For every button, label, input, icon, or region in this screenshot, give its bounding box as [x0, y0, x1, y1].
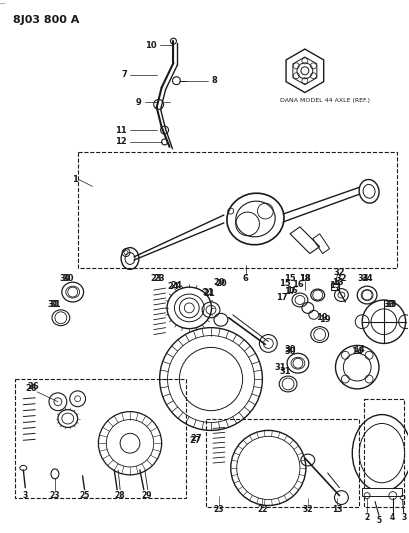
- Text: 20: 20: [213, 278, 225, 287]
- Text: 4: 4: [390, 513, 396, 522]
- Text: 26: 26: [27, 382, 39, 391]
- Text: 23: 23: [49, 491, 60, 500]
- Text: 30: 30: [62, 274, 74, 282]
- Text: 24: 24: [171, 281, 182, 289]
- Text: 10: 10: [145, 41, 157, 50]
- Text: 6: 6: [243, 274, 249, 282]
- Text: 25: 25: [79, 491, 90, 500]
- Text: 26: 26: [25, 384, 37, 393]
- Text: 23: 23: [151, 274, 162, 282]
- Text: 18: 18: [299, 274, 311, 282]
- Text: 23: 23: [213, 505, 224, 514]
- Text: 14: 14: [353, 345, 365, 354]
- Text: 8: 8: [211, 76, 217, 85]
- Text: 22_rgear: 22_rgear: [0, 3, 7, 4]
- Bar: [362, 488, 402, 496]
- Text: 30: 30: [284, 345, 296, 354]
- Text: 21: 21: [202, 288, 214, 296]
- Text: 21: 21: [203, 288, 215, 297]
- Text: 32: 32: [334, 268, 345, 277]
- Text: 19: 19: [319, 315, 330, 324]
- Text: 16: 16: [292, 280, 304, 289]
- Text: 13: 13: [332, 505, 343, 514]
- Text: 31: 31: [274, 362, 286, 372]
- Text: 9: 9: [136, 98, 142, 107]
- Text: 30: 30: [59, 274, 71, 282]
- Text: 13: 13: [332, 278, 343, 287]
- Text: 30: 30: [284, 347, 296, 356]
- Text: 33: 33: [385, 301, 397, 310]
- Bar: [330, 283, 339, 290]
- Text: 3: 3: [401, 513, 406, 522]
- Text: 34: 34: [357, 274, 369, 282]
- Text: 11: 11: [115, 126, 127, 134]
- Text: 31: 31: [279, 367, 291, 376]
- Text: 1: 1: [72, 175, 78, 184]
- Text: 23: 23: [154, 274, 166, 282]
- Text: 15: 15: [284, 274, 296, 282]
- Text: 17: 17: [276, 293, 288, 302]
- Text: 19: 19: [316, 313, 328, 322]
- Text: 17: 17: [284, 287, 296, 296]
- Bar: [206, 418, 359, 507]
- Text: 31: 31: [49, 301, 61, 310]
- Text: 32: 32: [336, 274, 347, 282]
- Text: DANA MODEL 44 AXLE (REF.): DANA MODEL 44 AXLE (REF.): [280, 99, 370, 103]
- Text: 14: 14: [351, 347, 363, 356]
- Text: 20: 20: [215, 279, 227, 288]
- Text: 12: 12: [115, 138, 127, 147]
- Bar: [364, 399, 404, 507]
- Text: 34: 34: [361, 274, 373, 282]
- Text: 29: 29: [142, 491, 152, 500]
- Bar: [78, 152, 397, 269]
- Text: 16: 16: [286, 286, 298, 295]
- Text: 33: 33: [383, 301, 395, 310]
- Text: 7: 7: [121, 70, 127, 79]
- Text: 28: 28: [115, 491, 126, 500]
- Bar: [16, 379, 187, 498]
- Text: 24: 24: [168, 281, 180, 290]
- Text: 5: 5: [376, 516, 382, 525]
- Text: 15: 15: [279, 279, 291, 288]
- Text: 27: 27: [190, 434, 202, 443]
- Text: 2: 2: [364, 513, 370, 522]
- Text: 8J03 800 A: 8J03 800 A: [13, 15, 80, 26]
- Text: 22: 22: [257, 505, 267, 514]
- Text: 3: 3: [22, 491, 28, 500]
- Text: 32: 32: [303, 505, 313, 514]
- Text: 27: 27: [189, 436, 201, 445]
- Text: 18: 18: [299, 274, 311, 282]
- Text: 31: 31: [47, 301, 59, 310]
- Text: 13: 13: [329, 281, 340, 289]
